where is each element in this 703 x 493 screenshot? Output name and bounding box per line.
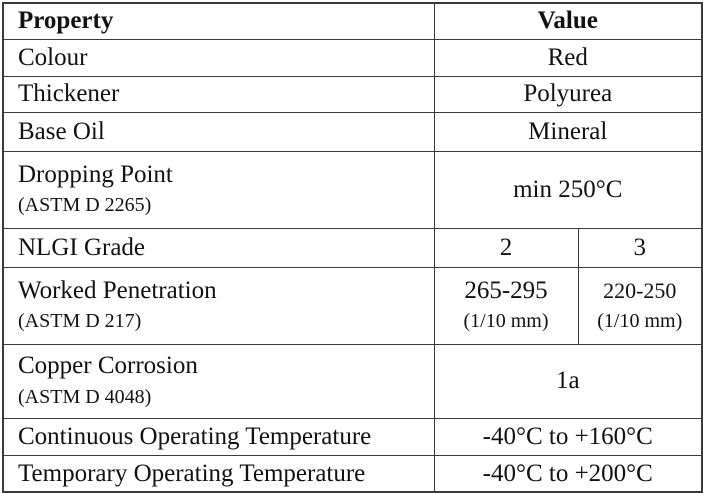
property-cell: Worked Penetration (ASTM D 217)	[2, 266, 435, 345]
property-label: Worked Penetration	[18, 276, 217, 304]
header-row: Property Value	[2, 2, 703, 40]
table-row: Colour Red	[2, 38, 703, 77]
value-text: -40°C to +200°C	[482, 459, 653, 487]
table-row: Base Oil Mineral	[2, 111, 703, 152]
table-row: Thickener Polyurea	[2, 75, 703, 113]
property-note: (ASTM D 217)	[18, 310, 142, 333]
value-cell: min 250°C	[433, 150, 703, 229]
property-cell: NLGI Grade	[2, 227, 435, 268]
value-text: min 250°C	[513, 175, 623, 203]
value-cell: 265-295 (1/10 mm)	[433, 266, 579, 345]
value-note: (1/10 mm)	[597, 310, 683, 333]
value-cell: -40°C to +160°C	[433, 417, 703, 456]
property-cell: Thickener	[2, 75, 435, 113]
table-row: NLGI Grade 2 3	[2, 227, 703, 268]
property-cell: Copper Corrosion (ASTM D 4048)	[2, 343, 435, 419]
value-cell: Mineral	[433, 111, 703, 152]
value-cell: 1a	[433, 343, 703, 419]
property-label: Continuous Operating Temperature	[18, 422, 372, 450]
value-text: Polyurea	[523, 80, 613, 108]
table-row: Temporary Operating Temperature -40°C to …	[2, 454, 703, 493]
value-cell: 2	[433, 227, 579, 268]
property-label: Colour	[18, 43, 88, 71]
value-text: 220-250	[603, 277, 677, 303]
value-text: -40°C to +160°C	[482, 422, 653, 450]
property-label: Thickener	[18, 80, 120, 108]
property-label: Dropping Point	[18, 160, 173, 188]
property-cell: Base Oil	[2, 111, 435, 152]
value-text: 265-295	[464, 276, 548, 304]
value-cell: -40°C to +200°C	[433, 454, 703, 493]
table-row: Copper Corrosion (ASTM D 4048) 1a	[2, 343, 703, 419]
property-note: (ASTM D 2265)	[18, 194, 152, 217]
property-label: Copper Corrosion	[18, 352, 198, 380]
property-label: Temporary Operating Temperature	[18, 459, 366, 487]
property-cell: Colour	[2, 38, 435, 77]
property-cell: Continuous Operating Temperature	[2, 417, 435, 456]
value-text: 3	[633, 233, 647, 261]
value-cell: Polyurea	[433, 75, 703, 113]
property-label: Base Oil	[18, 117, 105, 145]
value-text: Red	[547, 43, 588, 71]
value-cell: 3	[577, 227, 703, 268]
value-cell: Red	[433, 38, 703, 77]
table-row: Continuous Operating Temperature -40°C to…	[2, 417, 703, 456]
property-label: NLGI Grade	[18, 233, 146, 261]
table-row: Dropping Point (ASTM D 2265) min 250°C	[2, 150, 703, 229]
header-cell: Property	[2, 2, 435, 40]
value-text: 1a	[555, 367, 580, 395]
table-row: Worked Penetration (ASTM D 217) 265-295 (1/…	[2, 266, 703, 345]
property-cell: Dropping Point (ASTM D 2265)	[2, 150, 435, 229]
header-cell: Value	[433, 2, 703, 40]
value-text: Mineral	[528, 117, 608, 145]
value-text: 2	[499, 233, 513, 261]
value-note: (1/10 mm)	[463, 310, 549, 333]
value-cell: 220-250 (1/10 mm)	[577, 266, 703, 345]
property-note: (ASTM D 4048)	[18, 385, 152, 408]
property-cell: Temporary Operating Temperature	[2, 454, 435, 493]
